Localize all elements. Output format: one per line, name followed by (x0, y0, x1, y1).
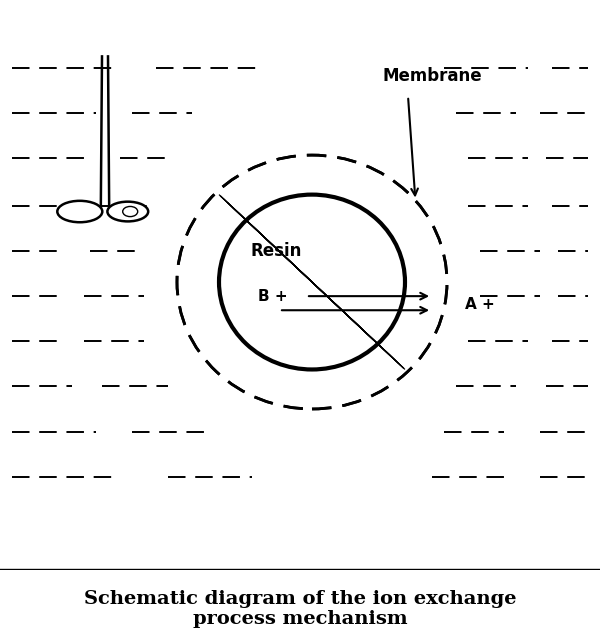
Text: Membrane: Membrane (382, 67, 482, 85)
Text: Schematic diagram of the ion exchange
process mechanism: Schematic diagram of the ion exchange pr… (84, 590, 516, 628)
Ellipse shape (107, 202, 148, 221)
Circle shape (179, 157, 445, 407)
Circle shape (219, 195, 405, 369)
Text: B +: B + (258, 288, 288, 304)
Circle shape (177, 155, 447, 409)
Ellipse shape (57, 201, 102, 222)
Text: Resin: Resin (250, 242, 302, 260)
Ellipse shape (122, 206, 138, 217)
Text: A +: A + (465, 297, 495, 312)
